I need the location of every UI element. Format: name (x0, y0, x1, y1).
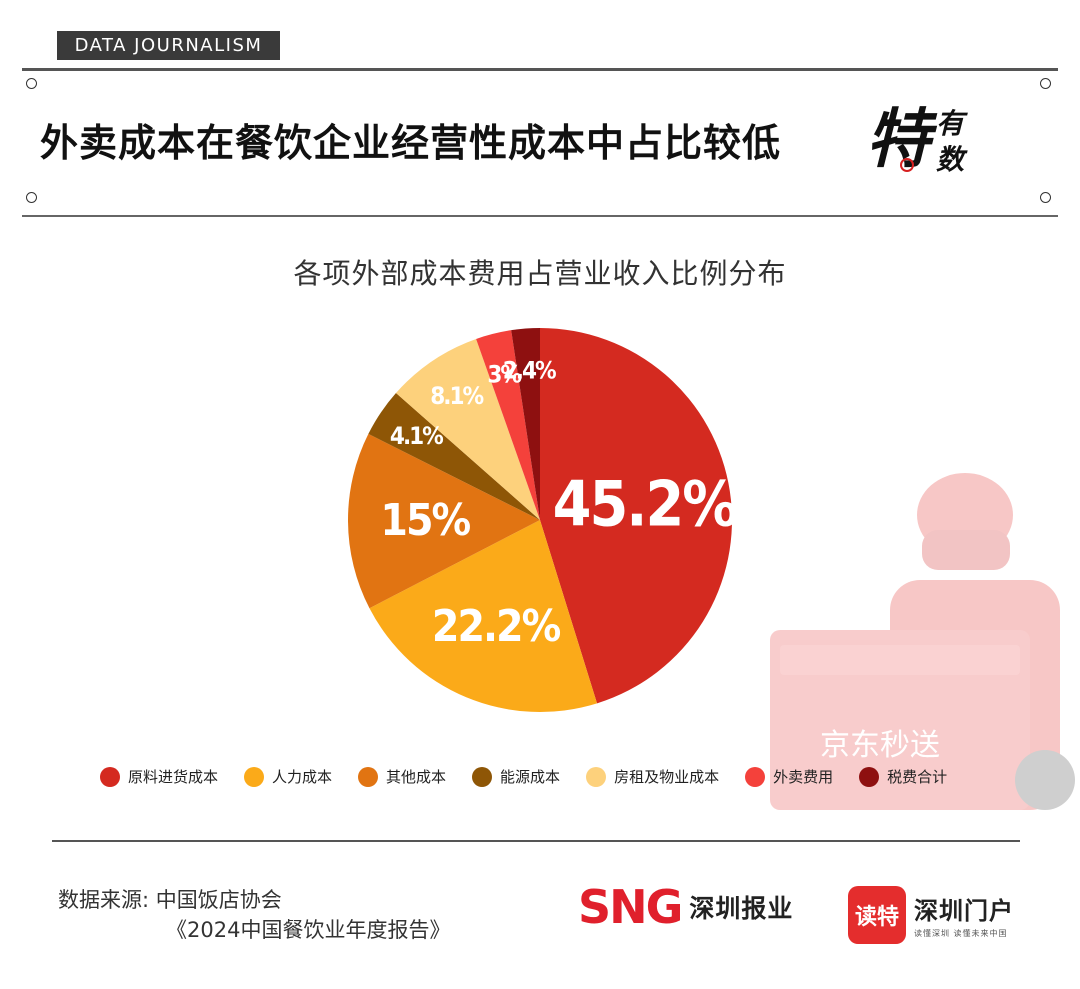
source-line-2: 《2024中国餐饮业年度报告》 (166, 918, 451, 942)
pie-chart: 45.2% 22.2% 15% 4.1% 8.1%3%2.4% (348, 328, 735, 712)
pie-slice-label: 8.1% (430, 382, 483, 410)
corner-dot (26, 192, 37, 203)
legend-swatch (472, 766, 493, 787)
pie-slice (348, 433, 540, 609)
pie-slice (395, 338, 540, 520)
brand-badge: 特 有 数 (866, 100, 986, 190)
legend-item: 能源成本 (472, 766, 560, 787)
legend-swatch (586, 766, 607, 787)
legend-label: 原料进货成本 (128, 768, 219, 786)
magnifier-icon (900, 158, 914, 172)
top-rule (22, 68, 1058, 71)
legend-item: 外卖费用 (745, 766, 833, 787)
legend-swatch (100, 766, 120, 787)
badge-top: 有 (936, 107, 965, 140)
legend-item: 房租及物业成本 (586, 766, 719, 787)
badge-main: 特 (866, 103, 930, 177)
legend-item: 其他成本 (358, 766, 446, 787)
sng-logo: SNG 深圳报业 (578, 880, 793, 934)
pie-slice-label: 4.1% (390, 422, 443, 450)
pie-slice-label: 45.2% (553, 468, 735, 541)
corner-dot (1040, 192, 1051, 203)
svg-text:京东秒送: 京东秒送 (820, 728, 940, 763)
pie-slice (476, 330, 540, 520)
pie-slice-label: 22.2% (432, 601, 561, 652)
corner-dot (26, 78, 37, 89)
legend-item: 税费合计 (859, 766, 947, 787)
legend: 原料进货成本 人力成本 其他成本 能源成本 房租及物业成本 外卖费用 税费合计 (100, 766, 973, 787)
source-note: 数据来源: 中国饭店协会 《2024中国餐饮业年度报告》 (58, 885, 450, 945)
headline: 外卖成本在餐饮企业经营性成本中占比较低 (40, 121, 782, 165)
legend-label: 税费合计 (887, 768, 948, 786)
legend-label: 能源成本 (500, 768, 561, 786)
pie-slice (368, 393, 540, 520)
pie-slice (369, 520, 598, 712)
legend-label: 人力成本 (272, 768, 333, 786)
legend-swatch (244, 766, 265, 787)
corner-dot (1040, 78, 1051, 89)
sng-mark: SNG (578, 880, 683, 934)
badge-bottom: 数 (936, 143, 965, 176)
section-tag: DATA JOURNALISM (57, 31, 280, 60)
legend-item: 原料进货成本 (100, 766, 218, 787)
legend-label: 其他成本 (386, 768, 447, 786)
legend-label: 外卖费用 (773, 768, 834, 786)
dute-logo: 读特 深圳门户 读懂深圳 读懂未来中国 (848, 886, 1014, 944)
header-divider (22, 215, 1058, 217)
legend-label: 房租及物业成本 (614, 768, 720, 786)
legend-swatch (358, 766, 379, 787)
chart-title: 各项外部成本费用占营业收入比例分布 (293, 257, 787, 290)
legend-item: 人力成本 (244, 766, 332, 787)
pie-slice-label: 3% (487, 361, 521, 389)
legend-swatch (745, 766, 766, 787)
pie-slice (511, 328, 540, 520)
dute-mark: 读特 (848, 886, 906, 944)
sng-name: 深圳报业 (689, 894, 794, 923)
pie-slice (540, 328, 732, 704)
pie-slice-label: 15% (380, 495, 470, 546)
dute-name: 深圳门户 (914, 897, 1014, 925)
source-line-1: 数据来源: 中国饭店协会 (58, 888, 282, 912)
pie-slice-label: 2.4% (503, 357, 556, 385)
legend-swatch (859, 766, 880, 787)
dute-slogan: 读懂深圳 读懂未来中国 (914, 929, 1008, 938)
bottom-rule (52, 840, 1020, 842)
delivery-rider-illustration: 京东秒送 (770, 473, 1075, 810)
